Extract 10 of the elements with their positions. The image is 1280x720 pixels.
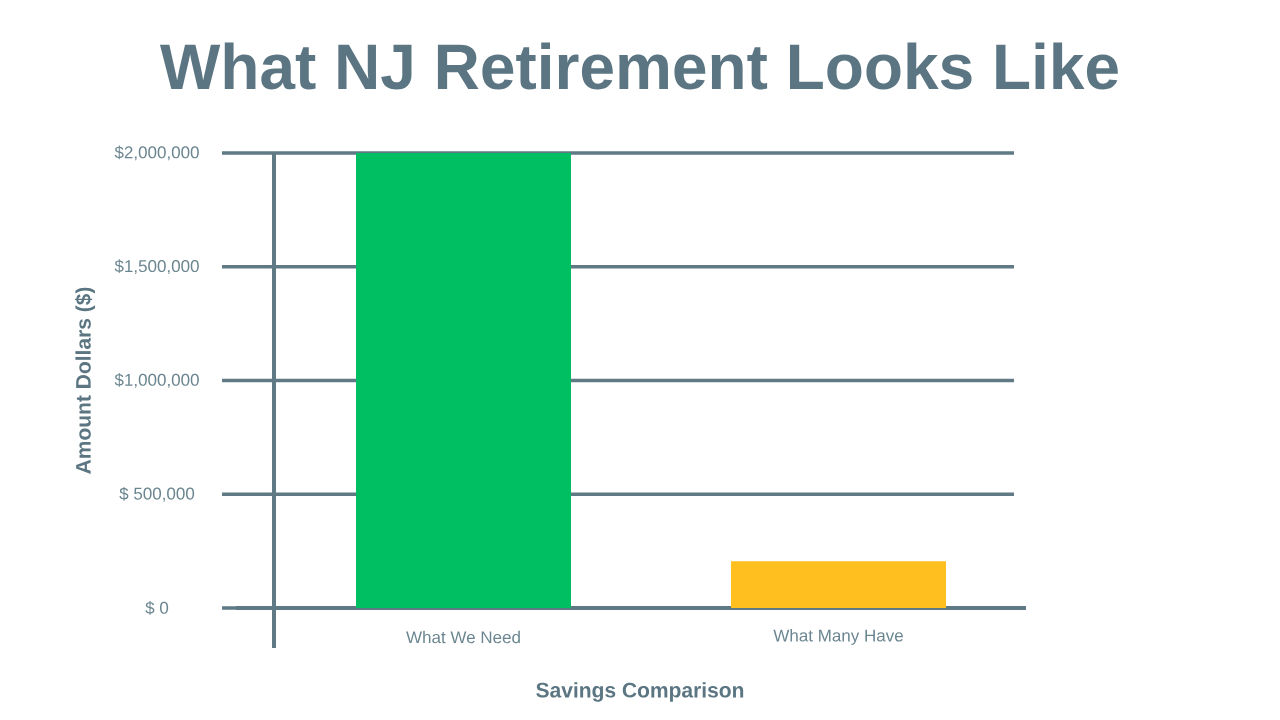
y-tick-label: $ 0	[145, 601, 169, 615]
chart-title: What NJ Retirement Looks Like	[159, 42, 1118, 90]
y-tick-label: $ 500,000	[119, 486, 195, 502]
x-axis-title: Savings Comparison	[536, 682, 744, 702]
x-tick-label: What We Need	[406, 630, 520, 644]
y-tick-label: $1,500,000	[114, 259, 199, 275]
y-tick-label: $2,000,000	[114, 145, 199, 161]
x-tick-label: What Many Have	[773, 629, 903, 645]
y-axis-title: Amount Dollars ($)	[75, 287, 95, 474]
y-tick-label: $1,000,000	[114, 373, 199, 388]
